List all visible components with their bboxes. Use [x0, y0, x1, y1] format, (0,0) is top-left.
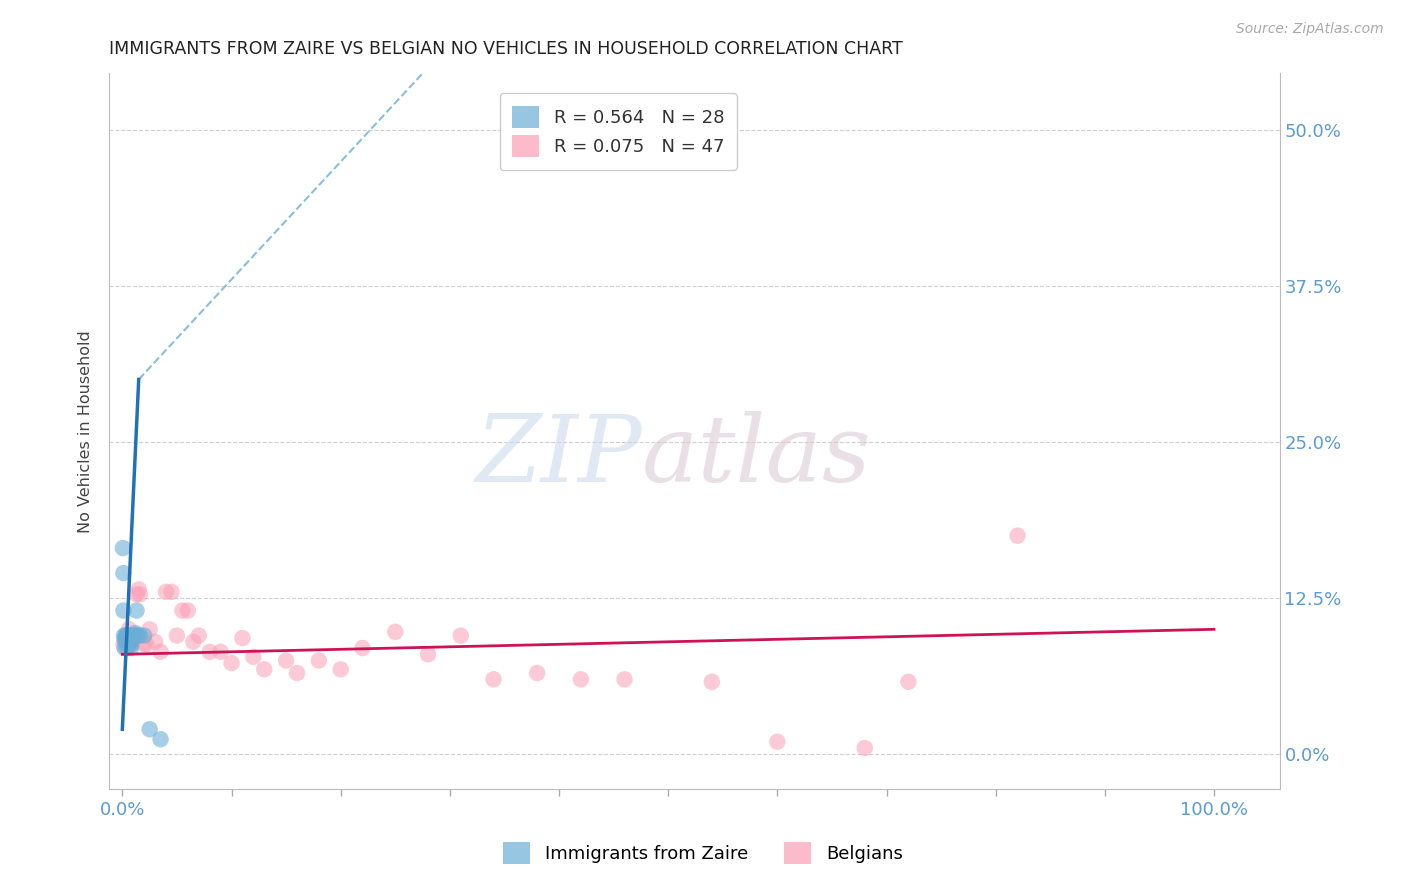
Point — [897, 674, 920, 689]
Point — [308, 654, 330, 668]
Point — [124, 629, 146, 643]
Point — [114, 632, 136, 647]
Point — [120, 637, 142, 651]
Point — [166, 629, 188, 643]
Point — [181, 635, 204, 649]
Point — [117, 632, 139, 647]
Point — [117, 637, 139, 651]
Point — [122, 635, 145, 649]
Point — [450, 629, 472, 643]
Point — [149, 732, 172, 747]
Point — [124, 626, 146, 640]
Point — [134, 629, 156, 643]
Point — [138, 723, 160, 737]
Text: atlas: atlas — [641, 411, 872, 501]
Legend: R = 0.564   N = 28, R = 0.075   N = 47: R = 0.564 N = 28, R = 0.075 N = 47 — [499, 93, 737, 169]
Point — [143, 635, 166, 649]
Point — [125, 604, 148, 618]
Point — [118, 623, 141, 637]
Point — [134, 637, 156, 651]
Point — [127, 629, 149, 643]
Point — [155, 584, 177, 599]
Point — [114, 629, 136, 643]
Point — [416, 648, 439, 662]
Point — [114, 641, 136, 656]
Point — [115, 629, 138, 643]
Point — [118, 635, 141, 649]
Point — [128, 587, 150, 601]
Point — [613, 673, 636, 687]
Point — [120, 632, 142, 647]
Point — [209, 645, 232, 659]
Point — [700, 674, 723, 689]
Point — [121, 632, 143, 647]
Point — [274, 654, 297, 668]
Point — [177, 604, 200, 618]
Point — [1007, 528, 1029, 542]
Point — [112, 629, 135, 643]
Point — [115, 641, 138, 656]
Point — [118, 635, 141, 649]
Legend: Immigrants from Zaire, Belgians: Immigrants from Zaire, Belgians — [489, 828, 917, 879]
Point — [352, 641, 374, 656]
Point — [221, 656, 243, 670]
Text: ZIP: ZIP — [475, 411, 641, 501]
Point — [384, 624, 406, 639]
Point — [526, 666, 548, 681]
Point — [160, 584, 183, 599]
Point — [128, 629, 150, 643]
Point — [253, 662, 276, 676]
Point — [115, 629, 138, 643]
Text: Source: ZipAtlas.com: Source: ZipAtlas.com — [1236, 22, 1384, 37]
Point — [112, 637, 135, 651]
Point — [124, 629, 146, 643]
Point — [853, 741, 876, 756]
Point — [329, 662, 352, 676]
Point — [128, 582, 150, 597]
Y-axis label: No Vehicles in Household: No Vehicles in Household — [79, 330, 93, 533]
Point — [198, 645, 221, 659]
Point — [118, 629, 141, 643]
Point — [112, 566, 135, 580]
Point — [112, 604, 135, 618]
Point — [135, 637, 157, 651]
Point — [569, 673, 592, 687]
Point — [122, 629, 145, 643]
Point — [231, 631, 253, 645]
Point — [118, 637, 141, 651]
Point — [117, 637, 139, 651]
Point — [149, 645, 172, 659]
Point — [285, 666, 308, 681]
Point — [482, 673, 505, 687]
Point — [138, 623, 160, 637]
Point — [766, 735, 789, 749]
Point — [187, 629, 209, 643]
Point — [172, 604, 194, 618]
Point — [114, 635, 136, 649]
Point — [120, 641, 142, 656]
Point — [242, 649, 264, 664]
Point — [111, 541, 134, 555]
Point — [114, 635, 136, 649]
Point — [118, 629, 141, 643]
Point — [125, 587, 148, 601]
Text: IMMIGRANTS FROM ZAIRE VS BELGIAN NO VEHICLES IN HOUSEHOLD CORRELATION CHART: IMMIGRANTS FROM ZAIRE VS BELGIAN NO VEHI… — [110, 40, 903, 58]
